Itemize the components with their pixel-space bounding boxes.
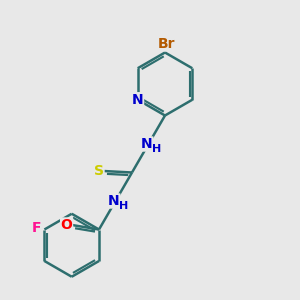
Text: S: S xyxy=(94,164,104,178)
Text: N: N xyxy=(108,194,120,208)
Text: Br: Br xyxy=(158,37,175,50)
Text: O: O xyxy=(61,218,73,232)
Text: N: N xyxy=(132,93,143,107)
Text: N: N xyxy=(141,137,153,151)
Text: H: H xyxy=(119,201,128,212)
Text: H: H xyxy=(152,144,161,154)
Text: F: F xyxy=(32,221,42,235)
